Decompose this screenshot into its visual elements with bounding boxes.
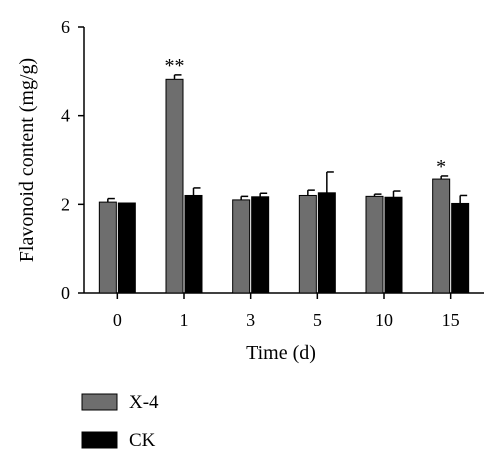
bars: [98, 74, 470, 294]
legend-label: X-4: [129, 392, 159, 413]
x-tick-label: 10: [375, 310, 393, 330]
y-axis-label: Flavonoid content (mg/g): [16, 58, 38, 262]
x-tick-label: 3: [246, 310, 255, 330]
bar-x-4-15: [432, 178, 451, 294]
bar-x-4-1: [165, 78, 184, 294]
bar-ck-3: [251, 196, 270, 294]
bar-ck-15: [451, 202, 470, 294]
significance-marker: *: [436, 156, 446, 178]
bar-x-4-10: [365, 195, 384, 294]
significance-annotations: ***: [165, 55, 447, 178]
x-tick-label: 0: [113, 310, 122, 330]
y-tick-label: 6: [61, 17, 70, 37]
legend-swatch-x-4: [81, 393, 118, 411]
significance-marker: **: [165, 55, 185, 77]
x-axis-label: Time (d): [246, 342, 316, 364]
bar-x-4-0: [98, 201, 117, 294]
x-tick-label: 1: [180, 310, 189, 330]
bar-ck-0: [117, 202, 136, 294]
bar-ck-1: [184, 194, 203, 294]
bar-x-4-3: [232, 199, 251, 294]
legend-swatch-ck: [81, 431, 118, 449]
y-tick-label: 2: [61, 194, 70, 214]
legend: X-4 CK: [81, 392, 159, 451]
y-tick-label: 4: [61, 106, 70, 126]
x-tick-label: 5: [313, 310, 322, 330]
bar-ck-5: [317, 192, 336, 294]
y-tick-label: 0: [61, 283, 70, 303]
legend-label: CK: [129, 430, 156, 451]
x-tick-label: 15: [442, 310, 460, 330]
y-ticks: 0 2 4 6: [61, 17, 84, 303]
bar-x-4-5: [298, 194, 317, 294]
bar-ck-10: [384, 196, 403, 294]
axes: [83, 27, 484, 294]
x-ticks: 0 1 3 5 10 15: [113, 293, 460, 330]
